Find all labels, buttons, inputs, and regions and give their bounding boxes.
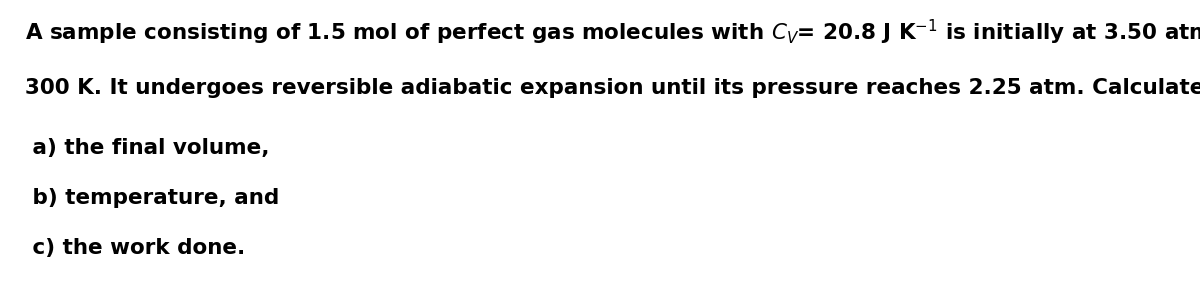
Text: a) the final volume,: a) the final volume,: [25, 138, 270, 158]
Text: A sample consisting of 1.5 mol of perfect gas molecules with $C_V$= 20.8 J K$^{-: A sample consisting of 1.5 mol of perfec…: [25, 18, 1200, 47]
Text: 300 K. It undergoes reversible adiabatic expansion until its pressure reaches 2.: 300 K. It undergoes reversible adiabatic…: [25, 78, 1200, 98]
Text: b) temperature, and: b) temperature, and: [25, 188, 280, 208]
Text: c) the work done.: c) the work done.: [25, 238, 245, 258]
